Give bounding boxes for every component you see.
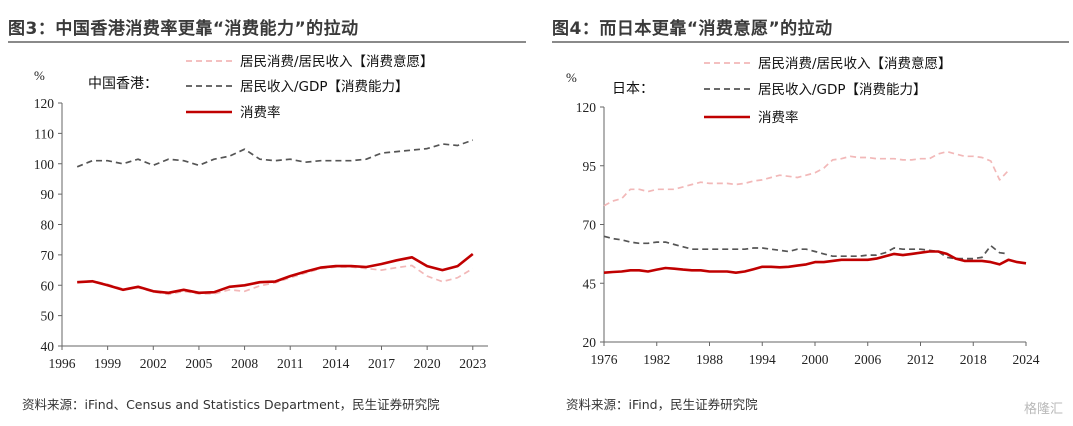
x-tick-label: 2024 (1013, 352, 1040, 367)
legend-label: 消费率 (758, 109, 799, 126)
y-tick-label: 100 (34, 157, 55, 172)
legend-label: 居民收入/GDP【消费能力】 (758, 82, 927, 98)
x-tick-label: 2023 (459, 356, 486, 371)
y-tick-label: 120 (576, 100, 597, 115)
x-tick-label: 2005 (185, 356, 212, 371)
x-tick-label: 2017 (368, 356, 395, 371)
series-line-0 (603, 150, 1010, 207)
x-tick-label: 2012 (907, 352, 934, 367)
legend-label: 居民消费/居民收入【消费意愿】 (240, 53, 434, 70)
title-divider (8, 41, 526, 43)
y-tick-label: 120 (34, 96, 55, 111)
y-tick-label: 70 (583, 218, 597, 233)
x-tick-label: 2020 (414, 356, 441, 371)
x-tick-label: 2006 (854, 352, 881, 367)
x-tick-label: 2018 (960, 352, 987, 367)
x-tick-label: 2014 (322, 356, 349, 371)
series-line-2 (603, 250, 1027, 274)
y-tick-label: 90 (41, 187, 55, 202)
x-tick-label: 2008 (231, 356, 258, 371)
legend-label: 居民收入/GDP【消费能力】 (240, 79, 409, 95)
x-tick-label: 1982 (643, 352, 670, 367)
y-tick-label: 60 (41, 278, 55, 293)
source-note: 资料来源：iFind、Census and Statistics Departm… (22, 397, 440, 412)
y-tick-label: 50 (41, 309, 55, 324)
line-chart-japan: 20 45 70 95 120 1976 1982 1988 1994 2000 2006 2012 2… (566, 55, 1040, 367)
line-chart-hk: 40 50 60 70 80 90 100 110 120 1996 1999 2002 2005 200… (34, 53, 488, 371)
y-tick-label: 70 (41, 248, 55, 263)
x-tick-label: 1976 (591, 352, 618, 367)
y-tick-label: 40 (41, 339, 55, 354)
series-line-2 (77, 252, 474, 295)
x-tick-label: 1999 (94, 356, 121, 371)
legend-label: 居民消费/居民收入【消费意愿】 (758, 55, 952, 72)
series-line-0 (77, 264, 474, 296)
y-tick-label: 110 (34, 126, 54, 141)
y-axis-unit: % (34, 68, 45, 83)
y-tick-label: 80 (41, 218, 55, 233)
y-tick-label: 45 (583, 276, 597, 291)
x-tick-label: 2002 (140, 356, 167, 371)
watermark-logo: 格隆汇 (1023, 402, 1063, 417)
source-note: 资料来源：iFind，民生证券研究院 (566, 397, 758, 412)
series-line-1 (76, 139, 474, 168)
region-label: 中国香港： (88, 76, 158, 92)
x-tick-label: 2011 (277, 356, 304, 371)
title-divider (552, 41, 1069, 43)
region-label: 日本： (612, 81, 654, 97)
y-tick-label: 95 (583, 159, 597, 174)
y-tick-label: 20 (583, 335, 597, 350)
y-axis-unit: % (566, 70, 577, 85)
legend-label: 消费率 (240, 104, 281, 121)
chart-panel-japan: 图4：而日本更靠“消费意愿”的拉动 20 45 70 95 120 1976 1982 198… (544, 0, 1073, 426)
figure-title: 图3：中国香港消费率更靠“消费能力”的拉动 (8, 19, 359, 39)
x-tick-label: 1994 (749, 352, 776, 367)
figure-title: 图4：而日本更靠“消费意愿”的拉动 (552, 19, 833, 39)
x-tick-label: 1996 (49, 356, 76, 371)
x-tick-label: 2000 (802, 352, 829, 367)
x-tick-label: 1988 (696, 352, 723, 367)
chart-panel-hk: 图3：中国香港消费率更靠“消费能力”的拉动 40 50 60 70 80 90 100 110… (0, 0, 530, 426)
